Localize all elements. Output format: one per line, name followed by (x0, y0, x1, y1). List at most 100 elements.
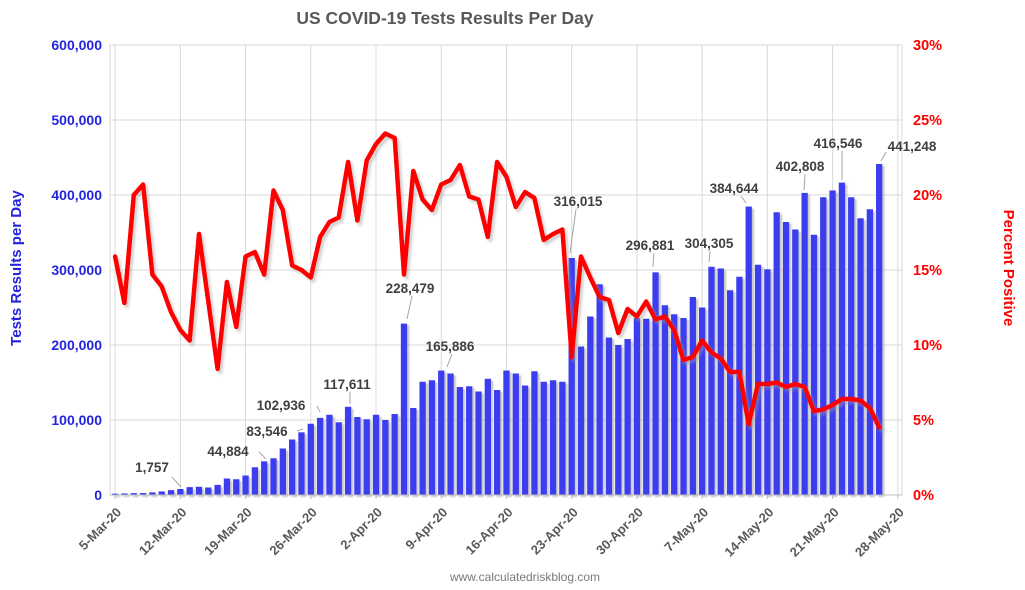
left-tick-label: 500,000 (51, 112, 102, 128)
bar-1-Apr-20 (363, 419, 370, 495)
bar-7-Mar-20 (130, 493, 137, 496)
bar-9-Apr-20 (438, 370, 445, 495)
bar-3-May-20 (661, 305, 669, 495)
x-tick-label: 7-May-20 (661, 505, 711, 555)
bar-13-May-20 (754, 264, 762, 495)
chart-title: US COVID-19 Tests Results Per Day (296, 8, 594, 28)
percent-positive-line (112, 131, 882, 430)
bar-29-Apr-20 (624, 339, 631, 495)
bar-8-Apr-20 (428, 380, 436, 495)
bar-11-May-20 (736, 276, 743, 495)
right-tick-label: 15% (913, 263, 942, 279)
annotation-leader (740, 195, 747, 204)
bar-6-May-20 (689, 297, 696, 495)
bar-4-May-20 (671, 314, 678, 495)
bar-12-Mar-20 (177, 489, 184, 495)
bar-21-May-20 (829, 190, 836, 495)
right-tick-label: 0% (913, 488, 934, 504)
bar-20-Mar-20 (251, 467, 259, 495)
bar-31-Mar-20 (354, 417, 361, 495)
bar-27-Mar-20 (316, 417, 324, 495)
bar-11-Apr-20 (456, 387, 464, 495)
bar-20-May-20 (820, 197, 827, 495)
bar-24-Mar-20 (289, 439, 296, 495)
annotation-30-Mar-20: 117,611 (323, 377, 371, 392)
right-tick-label: 5% (913, 413, 934, 429)
bar-8-May-20 (708, 266, 715, 495)
bar-26-Mar-20 (307, 423, 314, 495)
annotation-leader (652, 252, 655, 268)
bar-28-Mar-20 (326, 414, 333, 495)
annotation-leader (880, 151, 887, 162)
bar-18-May-20 (801, 192, 808, 495)
bar-2-Apr-20 (372, 414, 380, 495)
bar-8-Mar-20 (139, 493, 147, 495)
annotation-26-May-20: 441,248 (888, 139, 937, 154)
bar-3-Apr-20 (382, 420, 389, 495)
left-tick-label: 100,000 (51, 412, 102, 428)
bar-25-May-20 (866, 209, 873, 495)
right-tick-label: 30% (913, 38, 942, 54)
annotation-23-Apr-20: 316,015 (554, 194, 603, 209)
right-tick-label: 20% (913, 188, 942, 204)
bar-29-Mar-20 (335, 422, 342, 495)
annotation-27-Mar-20: 102,936 (257, 398, 306, 413)
bar-12-Apr-20 (466, 386, 473, 495)
bar-16-Mar-20 (214, 484, 221, 496)
x-tick-label: 28-May-20 (852, 505, 907, 560)
bar-11-Mar-20 (167, 490, 175, 496)
bar-17-Mar-20 (223, 478, 231, 495)
bar-5-Apr-20 (400, 323, 408, 495)
bar-15-May-20 (773, 212, 780, 495)
bar-10-May-20 (726, 290, 734, 495)
bar-13-Mar-20 (186, 487, 193, 496)
bar-6-Mar-20 (121, 493, 128, 495)
bar-9-Mar-20 (149, 492, 156, 496)
right-tick-label: 10% (913, 338, 942, 354)
bar-28-Apr-20 (615, 345, 622, 495)
annotation-21-Mar-20: 44,884 (207, 444, 249, 459)
bar-21-Mar-20 (261, 461, 268, 495)
bar-5-May-20 (680, 318, 687, 495)
bar-4-Apr-20 (391, 414, 398, 495)
bar-23-May-20 (848, 197, 855, 495)
annotation-leader (258, 451, 267, 460)
bar-14-Apr-20 (484, 378, 491, 495)
bar-23-Apr-20 (568, 257, 575, 495)
bar-15-Apr-20 (494, 390, 501, 495)
annotation-5-Mar-20: 1,757 (135, 460, 169, 475)
positivity-line (112, 131, 882, 430)
annotation-18-May-20: 402,808 (776, 159, 825, 174)
annotation-leader (171, 476, 182, 488)
bar-2-May-20 (652, 272, 659, 495)
bar-5-Mar-20 (111, 493, 119, 496)
bar-13-Apr-20 (475, 391, 482, 495)
left-tick-label: 0 (94, 487, 102, 503)
bar-19-Mar-20 (242, 475, 249, 495)
left-tick-label: 200,000 (51, 337, 102, 353)
bar-22-Apr-20 (559, 381, 566, 495)
annotation-12-May-20: 384,644 (710, 181, 759, 196)
annotation-25-Mar-20: 83,546 (246, 424, 288, 439)
bar-30-Apr-20 (633, 318, 641, 495)
right-axis-title: Percent Positive (1000, 209, 1017, 327)
x-tick-label: 21-May-20 (787, 505, 842, 560)
bar-23-Mar-20 (279, 448, 286, 495)
bar-17-Apr-20 (512, 373, 519, 495)
bar-14-Mar-20 (195, 486, 203, 495)
right-tick-label: 25% (913, 113, 942, 129)
annotation-22-May-20: 416,546 (814, 136, 863, 151)
bar-12-May-20 (745, 206, 752, 495)
bar-18-Apr-20 (521, 385, 529, 495)
bar-15-Mar-20 (205, 487, 212, 495)
x-tick-label: 19-Mar-20 (201, 505, 255, 559)
annotation-leader (569, 208, 577, 254)
bar-25-Apr-20 (587, 316, 594, 495)
bar-16-May-20 (782, 222, 790, 495)
annotation-5-Apr-20: 228,479 (386, 281, 435, 296)
left-tick-label: 400,000 (51, 187, 102, 203)
left-axis-title: Tests Results per Day (8, 190, 25, 346)
bar-9-May-20 (717, 268, 724, 495)
